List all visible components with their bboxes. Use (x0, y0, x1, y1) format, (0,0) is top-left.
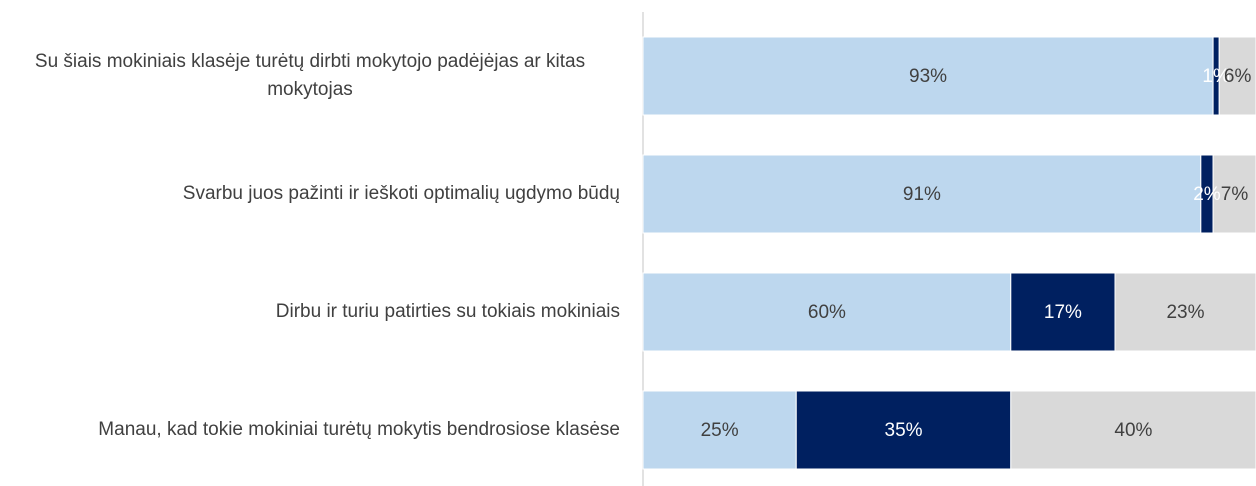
category-label-box: Svarbu juos pažinti ir ieškoti optimalių… (0, 154, 620, 234)
bar-segment (1010, 390, 1256, 470)
bar-segment (642, 154, 1202, 234)
data-label: 2% (1193, 184, 1221, 205)
bar-segment (795, 390, 1012, 470)
category-label: Dirbu ir turiu patirties su tokiais moki… (275, 301, 620, 322)
data-label: 60% (808, 302, 846, 323)
category-label: Manau, kad tokie mokiniai turėtų mokytis… (98, 419, 620, 440)
bar-segment (642, 390, 797, 470)
bar-segment (1218, 36, 1256, 116)
category-label: Su šiais mokiniais klasėje turėtų dirbti… (34, 51, 586, 100)
category-label: Svarbu juos pažinti ir ieškoti optimalių… (182, 183, 620, 204)
bar-segment (1212, 154, 1256, 234)
data-label: 35% (885, 420, 923, 441)
data-label: 93% (909, 66, 947, 87)
category-label-box: Su šiais mokiniais klasėje turėtų dirbti… (0, 36, 620, 116)
data-label: 17% (1044, 302, 1082, 323)
bar-segment (1010, 272, 1116, 352)
category-label-box: Dirbu ir turiu patirties su tokiais moki… (0, 272, 620, 352)
data-label: 25% (701, 420, 739, 441)
data-label: 40% (1114, 420, 1152, 441)
category-label-box: Manau, kad tokie mokiniai turėtų mokytis… (0, 390, 620, 470)
data-label: 6% (1224, 66, 1252, 87)
data-label: 23% (1166, 302, 1204, 323)
data-label: 1% (1202, 66, 1230, 87)
bar-segment (642, 36, 1214, 116)
data-label: 91% (903, 184, 941, 205)
bar-segment (1114, 272, 1256, 352)
bar-segment (642, 272, 1012, 352)
data-label: 7% (1221, 184, 1249, 205)
